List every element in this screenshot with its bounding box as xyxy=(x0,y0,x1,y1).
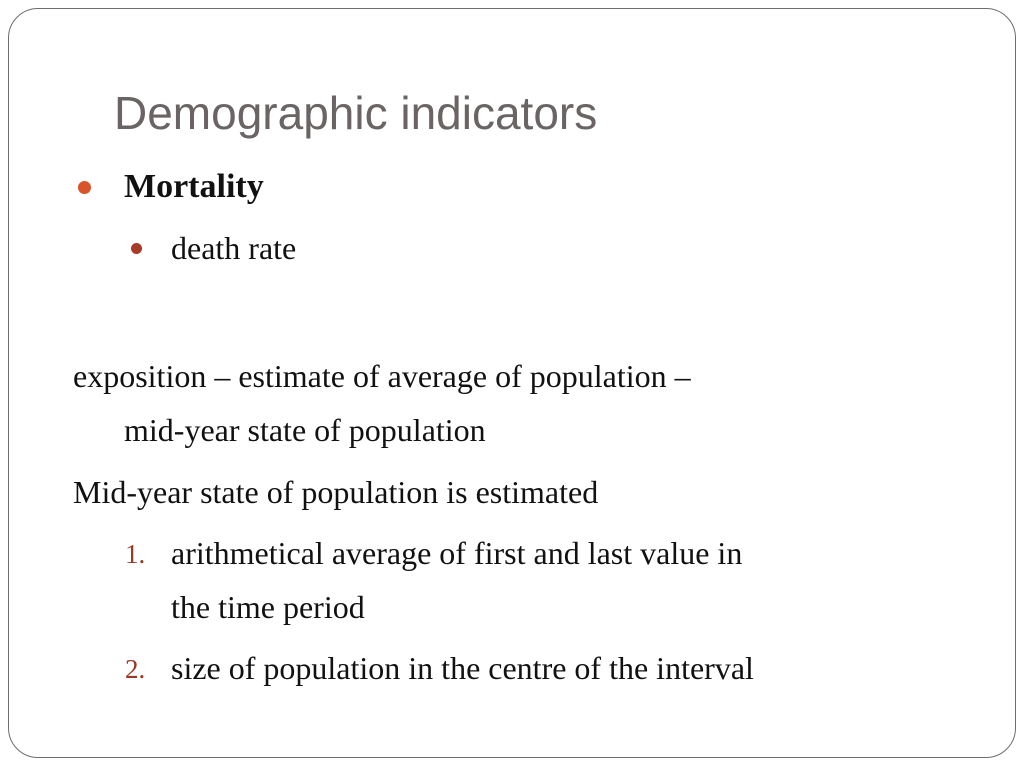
sub-bullet-death-rate: death rate xyxy=(171,230,297,266)
slide xyxy=(8,8,1016,758)
list-item-1-line2: the time period xyxy=(171,589,365,625)
paragraph-exposition-line1: exposition – estimate of average of popu… xyxy=(73,358,691,394)
bullet-mortality: Mortality xyxy=(124,168,264,205)
paragraph-exposition-line2: mid-year state of population xyxy=(124,412,486,448)
list-number-2: 2. xyxy=(125,654,146,684)
list-item-1-line1: arithmetical average of first and last v… xyxy=(171,535,743,571)
list-number-1: 1. xyxy=(125,539,146,569)
bullet-dot-icon xyxy=(78,181,91,194)
sub-bullet-dot-icon xyxy=(131,243,142,254)
slide-title: Demographic indicators xyxy=(114,87,598,139)
paragraph-midyear: Mid-year state of population is estimate… xyxy=(73,474,599,510)
list-item-2-line1: size of population in the centre of the … xyxy=(171,650,754,686)
